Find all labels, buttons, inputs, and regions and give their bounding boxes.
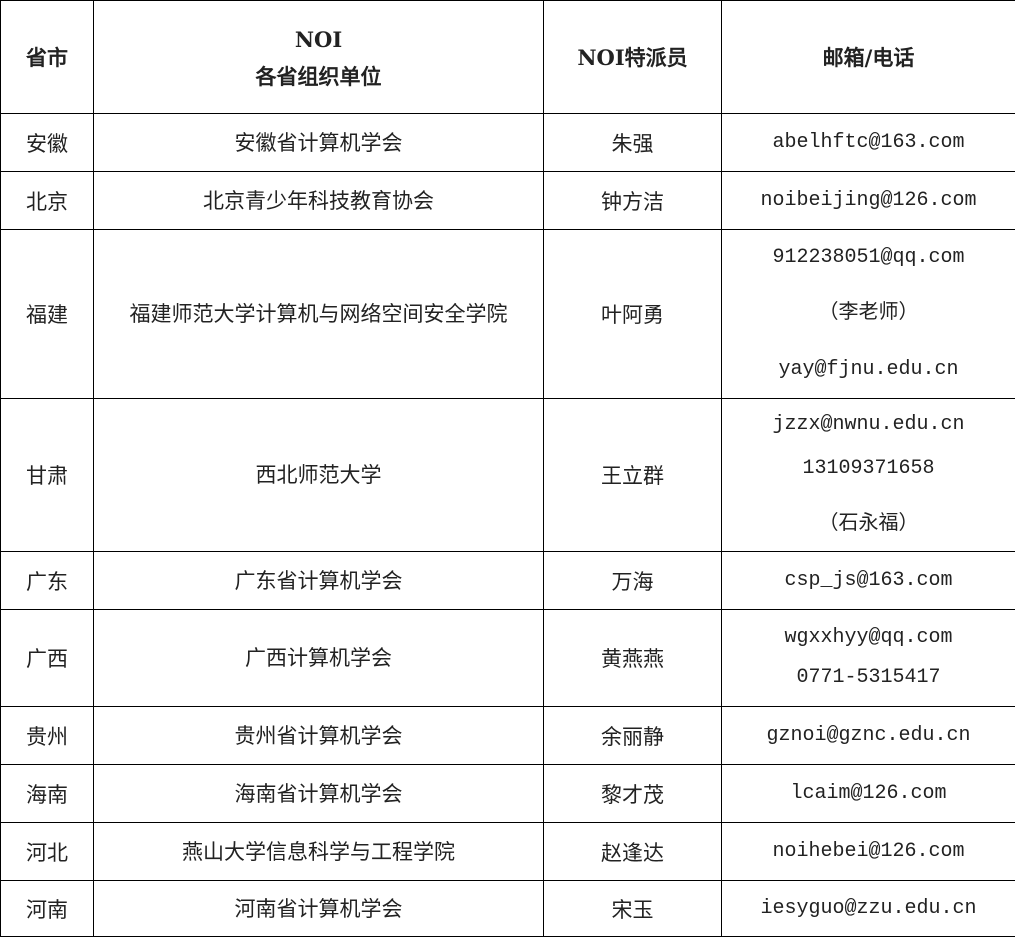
contact-line: gznoi@gznc.edu.cn: [728, 724, 1009, 747]
province-cell: 广东: [1, 552, 94, 610]
table-row: 北京北京青少年科技教育协会钟方洁 noibeijing@126.com: [1, 172, 1015, 230]
envoy-cell: 黎才茂: [544, 765, 722, 823]
province-cell: 甘肃: [1, 399, 94, 552]
envoy-cell: 黄燕燕: [544, 610, 722, 707]
contact-cell: lcaim@126.com: [722, 765, 1015, 823]
province-cell: 河北: [1, 823, 94, 881]
header-envoy: NOI特派员: [544, 1, 722, 114]
org-cell: 海南省计算机学会: [94, 765, 544, 823]
contact-line: 912238051@qq.com: [728, 230, 1009, 286]
contact-line: yay@fjnu.edu.cn: [728, 342, 1009, 398]
envoy-cell: 余丽静: [544, 707, 722, 765]
contact-cell: iesyguo@zzu.edu.cn: [722, 881, 1015, 937]
header-org-line2: 各省组织单位: [100, 67, 537, 87]
province-cell: 河南: [1, 881, 94, 937]
contact-line: iesyguo@zzu.edu.cn: [728, 897, 1009, 920]
org-cell: 燕山大学信息科学与工程学院: [94, 823, 544, 881]
province-cell: 贵州: [1, 707, 94, 765]
contact-cell: noibeijing@126.com: [722, 172, 1015, 230]
province-cell: 安徽: [1, 114, 94, 172]
envoy-cell: 钟方洁: [544, 172, 722, 230]
contact-cell: 912238051@qq.com（李老师）yay@fjnu.edu.cn: [722, 230, 1015, 399]
envoy-cell: 宋玉: [544, 881, 722, 937]
envoy-cell: 叶阿勇: [544, 230, 722, 399]
header-province: 省市: [1, 1, 94, 114]
header-org-line1: NOI: [100, 13, 537, 67]
contact-line: jzzx@nwnu.edu.cn: [728, 403, 1009, 447]
org-cell: 河南省计算机学会: [94, 881, 544, 937]
org-cell: 广东省计算机学会: [94, 552, 544, 610]
envoy-cell: 朱强: [544, 114, 722, 172]
table-row: 河北燕山大学信息科学与工程学院赵逢达 noihebei@126.com: [1, 823, 1015, 881]
contact-line: noibeijing@126.com: [728, 189, 1009, 212]
contact-line: 13109371658: [728, 447, 1009, 491]
province-cell: 广西: [1, 610, 94, 707]
org-cell: 贵州省计算机学会: [94, 707, 544, 765]
contact-line: 0771-5315417: [728, 658, 1009, 698]
org-cell: 广西计算机学会: [94, 610, 544, 707]
province-cell: 北京: [1, 172, 94, 230]
contact-cell: csp_js@163.com: [722, 552, 1015, 610]
contact-line: csp_js@163.com: [728, 569, 1009, 592]
table-row: 广东广东省计算机学会万海 csp_js@163.com: [1, 552, 1015, 610]
contact-cell: gznoi@gznc.edu.cn: [722, 707, 1015, 765]
table-row: 安徽安徽省计算机学会朱强 abelhftc@163.com: [1, 114, 1015, 172]
envoy-cell: 王立群: [544, 399, 722, 552]
org-cell: 北京青少年科技教育协会: [94, 172, 544, 230]
header-org: NOI 各省组织单位: [94, 1, 544, 114]
envoy-cell: 赵逢达: [544, 823, 722, 881]
header-contact: 邮箱/电话: [722, 1, 1015, 114]
province-cell: 海南: [1, 765, 94, 823]
envoy-cell: 万海: [544, 552, 722, 610]
org-cell: 福建师范大学计算机与网络空间安全学院: [94, 230, 544, 399]
contact-line: noihebei@126.com: [728, 840, 1009, 863]
contact-line: （石永福）: [728, 503, 1009, 547]
table-row: 海南海南省计算机学会黎才茂 lcaim@126.com: [1, 765, 1015, 823]
contact-line: wgxxhyy@qq.com: [728, 618, 1009, 658]
header-row: 省市 NOI 各省组织单位 NOI特派员 邮箱/电话: [1, 1, 1015, 114]
org-cell: 西北师范大学: [94, 399, 544, 552]
contact-cell: abelhftc@163.com: [722, 114, 1015, 172]
contact-line: lcaim@126.com: [728, 782, 1009, 805]
table-row: 贵州贵州省计算机学会余丽静 gznoi@gznc.edu.cn: [1, 707, 1015, 765]
contact-line: （李老师）: [728, 286, 1009, 342]
province-cell: 福建: [1, 230, 94, 399]
contact-line: abelhftc@163.com: [728, 131, 1009, 154]
contact-cell: noihebei@126.com: [722, 823, 1015, 881]
table-row: 河南河南省计算机学会宋玉 iesyguo@zzu.edu.cn: [1, 881, 1015, 937]
org-cell: 安徽省计算机学会: [94, 114, 544, 172]
